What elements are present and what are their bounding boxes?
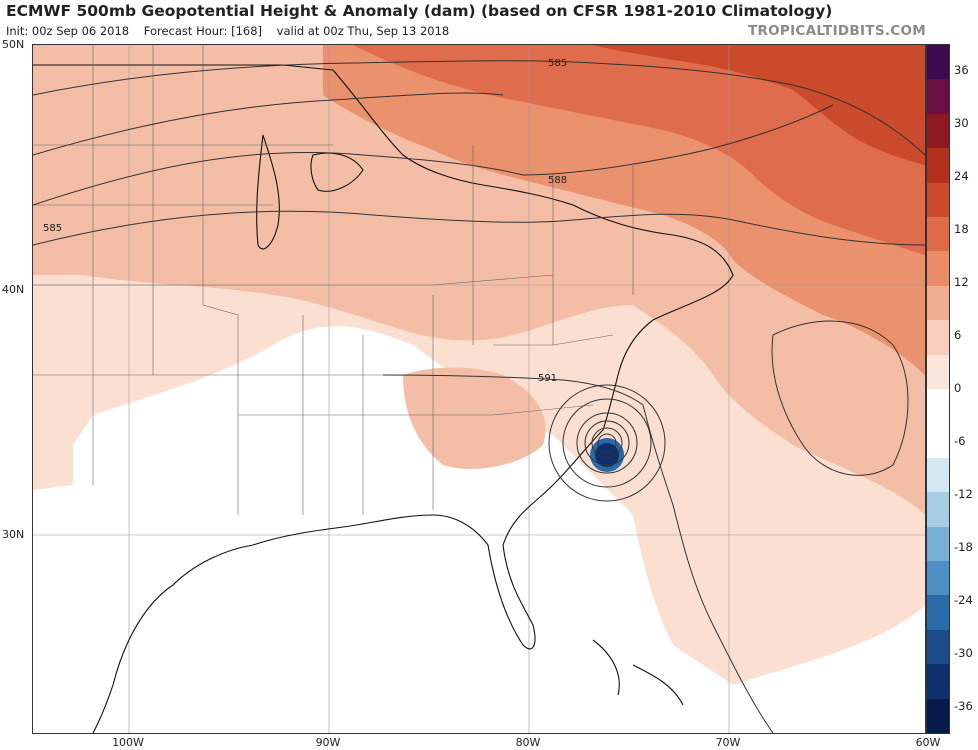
colorbar-segment (927, 457, 949, 493)
anomaly-band-24 (353, 45, 925, 255)
colorbar-label: -30 (954, 646, 973, 660)
lon-label: 70W (715, 736, 741, 749)
colorbar-segment (927, 664, 949, 700)
colorbar-segment (927, 561, 949, 596)
lat-label: 40N (2, 283, 25, 296)
colorbar-segment (927, 148, 949, 184)
colorbar-label: -6 (954, 434, 966, 448)
colorbar-label: 24 (954, 169, 969, 183)
lat-label: 30N (2, 528, 25, 541)
colorbar-segment (927, 113, 949, 149)
site-credit: TROPICALTIDBITS.COM (747, 23, 926, 39)
valid-time: valid at 00z Thu, Sep 13 2018 (276, 24, 450, 38)
colorbar-label: -12 (954, 487, 973, 501)
colorbar-segment (927, 629, 949, 665)
forecast-hour: Forecast Hour: [168] (143, 24, 263, 38)
lon-label: 60W (915, 736, 941, 749)
anomaly-map: 585 588 585 591 (33, 45, 925, 733)
colorbar-segment (927, 423, 949, 459)
lon-label: 80W (515, 736, 541, 749)
colorbar-label: -18 (954, 540, 973, 554)
lat-label: 50N (2, 38, 25, 51)
colorbar-segment (927, 595, 949, 631)
colorbar-label: 6 (954, 328, 962, 342)
colorbar-label: 18 (954, 222, 969, 236)
colorbar-label: 0 (954, 381, 962, 395)
colorbar-segment (927, 285, 949, 321)
colorbar-segment (927, 492, 949, 528)
colorbar-label: -36 (954, 699, 973, 713)
colorbar-label: 12 (954, 275, 969, 289)
anomaly-band-12b (403, 367, 546, 469)
colorbar-segment (927, 217, 949, 252)
contour-label: 585 (548, 58, 567, 69)
colorbar-segment (927, 79, 949, 115)
colorbar-segment (927, 526, 949, 562)
lon-label: 100W (112, 736, 144, 749)
colorbar-segment (927, 251, 949, 287)
contour-label: 591 (538, 373, 557, 384)
lon-label: 90W (315, 736, 341, 749)
height-contours (33, 60, 925, 733)
map-panel: 585 588 585 591 (32, 44, 926, 734)
colorbar (926, 44, 950, 734)
colorbar-label: 36 (954, 63, 969, 77)
colorbar-segment (927, 45, 949, 80)
colorbar-segment (927, 182, 949, 218)
contour-label: 588 (548, 175, 567, 186)
state-borders (33, 45, 634, 515)
map-subtitle: Init: 00z Sep 06 2018 Forecast Hour: [16… (6, 24, 449, 38)
map-title: ECMWF 500mb Geopotential Height & Anomal… (6, 2, 833, 20)
colorbar-label: -24 (954, 593, 973, 607)
colorbar-label: 30 (954, 116, 969, 130)
colorbar-segment (927, 320, 949, 356)
colorbar-segment (927, 354, 949, 390)
colorbar-segment (927, 389, 949, 424)
init-time: Init: 00z Sep 06 2018 (6, 24, 130, 38)
contour-label: 585 (43, 223, 62, 234)
anomaly-band-30 (593, 45, 925, 165)
colorbar-segment (927, 698, 949, 734)
